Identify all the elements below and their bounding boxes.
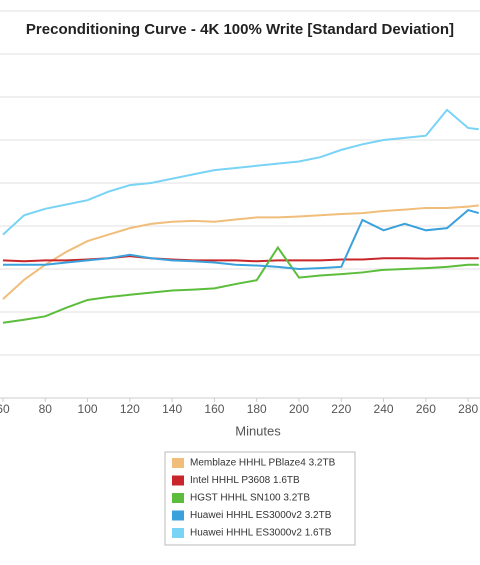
legend-swatch (172, 528, 184, 538)
x-tick-label: 100 (78, 402, 98, 416)
series-line (2, 208, 480, 271)
x-tick-label: 60 (0, 402, 10, 416)
x-tick-label: 160 (204, 402, 224, 416)
x-tick-label: 120 (120, 402, 140, 416)
x-tick-label: 180 (247, 402, 267, 416)
legend-label: Huawei HHHL ES3000v2 1.6TB (190, 528, 332, 539)
legend-label: Intel HHHL P3608 1.6TB (190, 475, 300, 486)
series-line (2, 245, 479, 324)
series-line (2, 108, 479, 236)
legend-label: HGST HHHL SN100 3.2TB (190, 493, 310, 504)
x-tick-label: 200 (289, 402, 309, 416)
x-tick-label: 260 (416, 402, 436, 416)
legend-label: Memblaze HHHL PBlaze4 3.2TB (190, 458, 336, 469)
legend-label: Huawei HHHL ES3000v2 3.2TB (190, 510, 332, 521)
x-axis-label: Minutes (235, 423, 281, 438)
legend-swatch (172, 475, 184, 486)
x-tick-label: 80 (39, 402, 53, 416)
legend-swatch (172, 493, 184, 503)
series-line (2, 204, 479, 300)
chart-title: Preconditioning Curve - 4K 100% Write [S… (26, 21, 454, 38)
legend-swatch (172, 458, 184, 468)
legend-box (164, 451, 356, 546)
x-tick-label: 280 (458, 402, 478, 416)
legend-swatch (172, 510, 184, 521)
x-tick-label: 240 (374, 402, 394, 416)
x-tick-label: 220 (331, 402, 351, 416)
x-tick-label: 140 (162, 402, 182, 416)
series-line (2, 255, 479, 263)
